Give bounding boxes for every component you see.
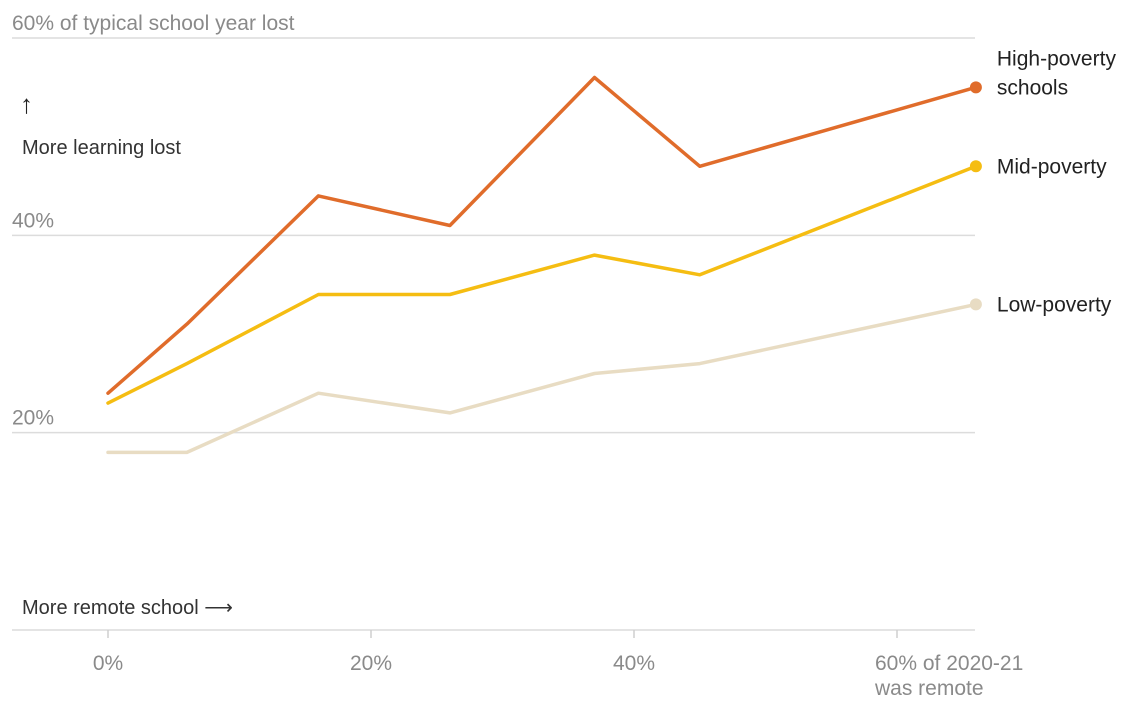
- series-label-2: Low-poverty: [997, 293, 1112, 316]
- series-labels: Low-poverty Mid-poverty High-poverty school…: [997, 47, 1117, 316]
- x-tick-label-1: 20%: [350, 652, 392, 675]
- series-label-0-line-1: schools: [997, 76, 1068, 99]
- x-tick-label-3: 60% of 2020-21 was remote: [874, 652, 1023, 700]
- series-line-1: [106, 164, 978, 405]
- series-label-1-line-0: Mid-poverty: [997, 155, 1107, 178]
- series-label-1: Mid-poverty: [997, 155, 1107, 178]
- series-line-2: [106, 302, 978, 455]
- x-annotation: More remote school ⟶: [22, 597, 233, 619]
- x-tick-label-2: 40%: [613, 652, 655, 675]
- series-label-0-line-0: High-poverty: [997, 47, 1117, 70]
- series-lines: [106, 75, 982, 455]
- series-label-2-line-0: Low-poverty: [997, 293, 1112, 316]
- x-tick-label-0: 0%: [93, 652, 123, 675]
- gridlines: [12, 37, 975, 631]
- y-tick-label-0: 60% of typical school year lost: [12, 12, 295, 35]
- x-tick-label-2-line-0: 40%: [613, 652, 655, 675]
- y-tick-label-2: 20%: [12, 407, 54, 430]
- x-tick-label-1-line-0: 20%: [350, 652, 392, 675]
- x-tick-label-3-line-0: 60% of 2020-21: [875, 652, 1023, 675]
- series-label-0: High-poverty schools: [997, 47, 1117, 99]
- series-end-dot-2: [969, 298, 982, 311]
- x-tick-label-3-line-1: was remote: [874, 677, 984, 700]
- series-end-dot-0: [969, 81, 982, 94]
- x-tick-label-0-line-0: 0%: [93, 652, 123, 675]
- y-annotation: More learning lost: [22, 137, 181, 159]
- y-annotation-arrow: ↑: [20, 89, 33, 119]
- annotations: ↑ More learning lost More remote school …: [20, 89, 233, 619]
- series-line-0: [106, 75, 978, 395]
- series-end-dot-1: [969, 160, 982, 173]
- x-axis-tick-labels: 0% 20% 40% 60% of 2020-21 was remote: [93, 630, 1023, 700]
- y-tick-label-1: 40%: [12, 209, 54, 232]
- y-axis-tick-labels: 60% of typical school year lost 40% 20%: [12, 12, 295, 430]
